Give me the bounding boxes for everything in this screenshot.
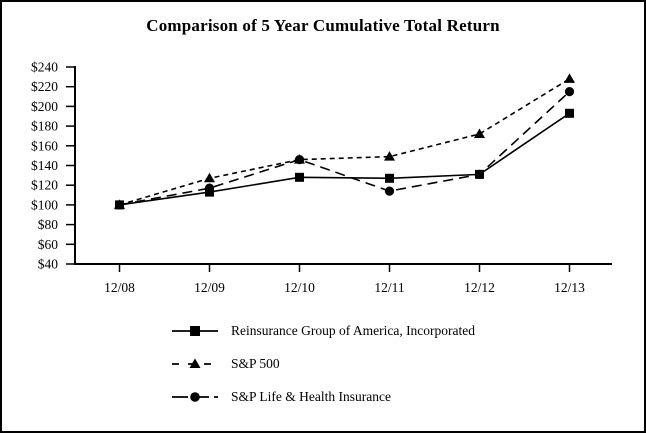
triangle-marker-icon	[474, 128, 485, 138]
circle-marker-icon	[294, 154, 305, 165]
y-axis-tick-label: $140	[31, 158, 58, 173]
square-marker-icon	[565, 108, 574, 118]
square-marker-icon	[115, 200, 124, 210]
legend-label-rga: Reinsurance Group of America, Incorporat…	[231, 322, 476, 338]
series-line	[119, 78, 570, 206]
y-axis-tick-label: $60	[38, 237, 59, 252]
legend: Reinsurance Group of America, Incorporat…	[172, 314, 475, 413]
series-line	[119, 112, 570, 206]
square-marker-icon	[205, 187, 214, 197]
square-marker-icon	[385, 173, 394, 183]
axis-lines	[74, 66, 612, 265]
square-marker-icon	[190, 325, 200, 336]
y-axis-tick-label: $100	[31, 197, 58, 212]
triangle-marker-icon	[384, 151, 395, 161]
triangle-marker-icon	[189, 358, 201, 368]
y-axis: $40 $60 $80 $100 $120 $140 $160 $180 $200 $220 $24…	[31, 60, 75, 272]
series-line	[119, 91, 571, 206]
series-triangle	[114, 73, 575, 209]
circle-marker-icon	[384, 186, 395, 196]
y-axis-tick-label: $200	[31, 99, 58, 114]
x-axis-tick-label: 12/08	[104, 280, 135, 295]
y-axis-tick-label: $160	[31, 138, 58, 153]
x-axis-tick-label: 12/13	[554, 280, 585, 295]
circle-marker-icon	[172, 391, 218, 402]
circle-marker-icon	[190, 391, 200, 402]
x-axis-tick-label: 12/10	[284, 280, 315, 295]
series-circle	[114, 87, 575, 210]
legend-item-rga: Reinsurance Group of America, Incorporat…	[172, 314, 475, 347]
legend-label-sp-life-health: S&P Life & Health Insurance	[231, 388, 391, 404]
y-axis-tick-label: $180	[31, 119, 58, 134]
x-axis-tick-label: 12/11	[374, 280, 404, 295]
triangle-marker-icon	[172, 358, 218, 368]
y-axis-tick-label: $80	[38, 217, 59, 232]
square-marker-icon	[172, 325, 218, 336]
circle-marker-icon	[564, 87, 575, 97]
legend-label-sp500: S&P 500	[231, 355, 280, 371]
triangle-marker-icon	[564, 73, 575, 83]
triangle-marker-icon	[204, 172, 215, 183]
y-axis-tick-label: $120	[31, 178, 58, 193]
series-square	[115, 108, 574, 210]
y-axis-tick-label: $220	[31, 79, 58, 94]
y-axis-tick-label: $40	[38, 257, 59, 272]
x-axis-tick-label: 12/09	[194, 280, 225, 295]
legend-item-sp500: S&P 500	[172, 347, 475, 380]
legend-item-sp-life-health: S&P Life & Health Insurance	[172, 380, 475, 413]
chart-title: Comparison of 5 Year Cumulative Total Re…	[146, 16, 500, 35]
x-axis: 12/08 12/09 12/10 12/11 12/12 12/13	[104, 264, 585, 295]
y-axis-tick-label: $240	[31, 60, 58, 75]
square-marker-icon	[295, 172, 304, 182]
x-axis-tick-label: 12/12	[464, 280, 495, 295]
square-marker-icon	[475, 169, 484, 179]
